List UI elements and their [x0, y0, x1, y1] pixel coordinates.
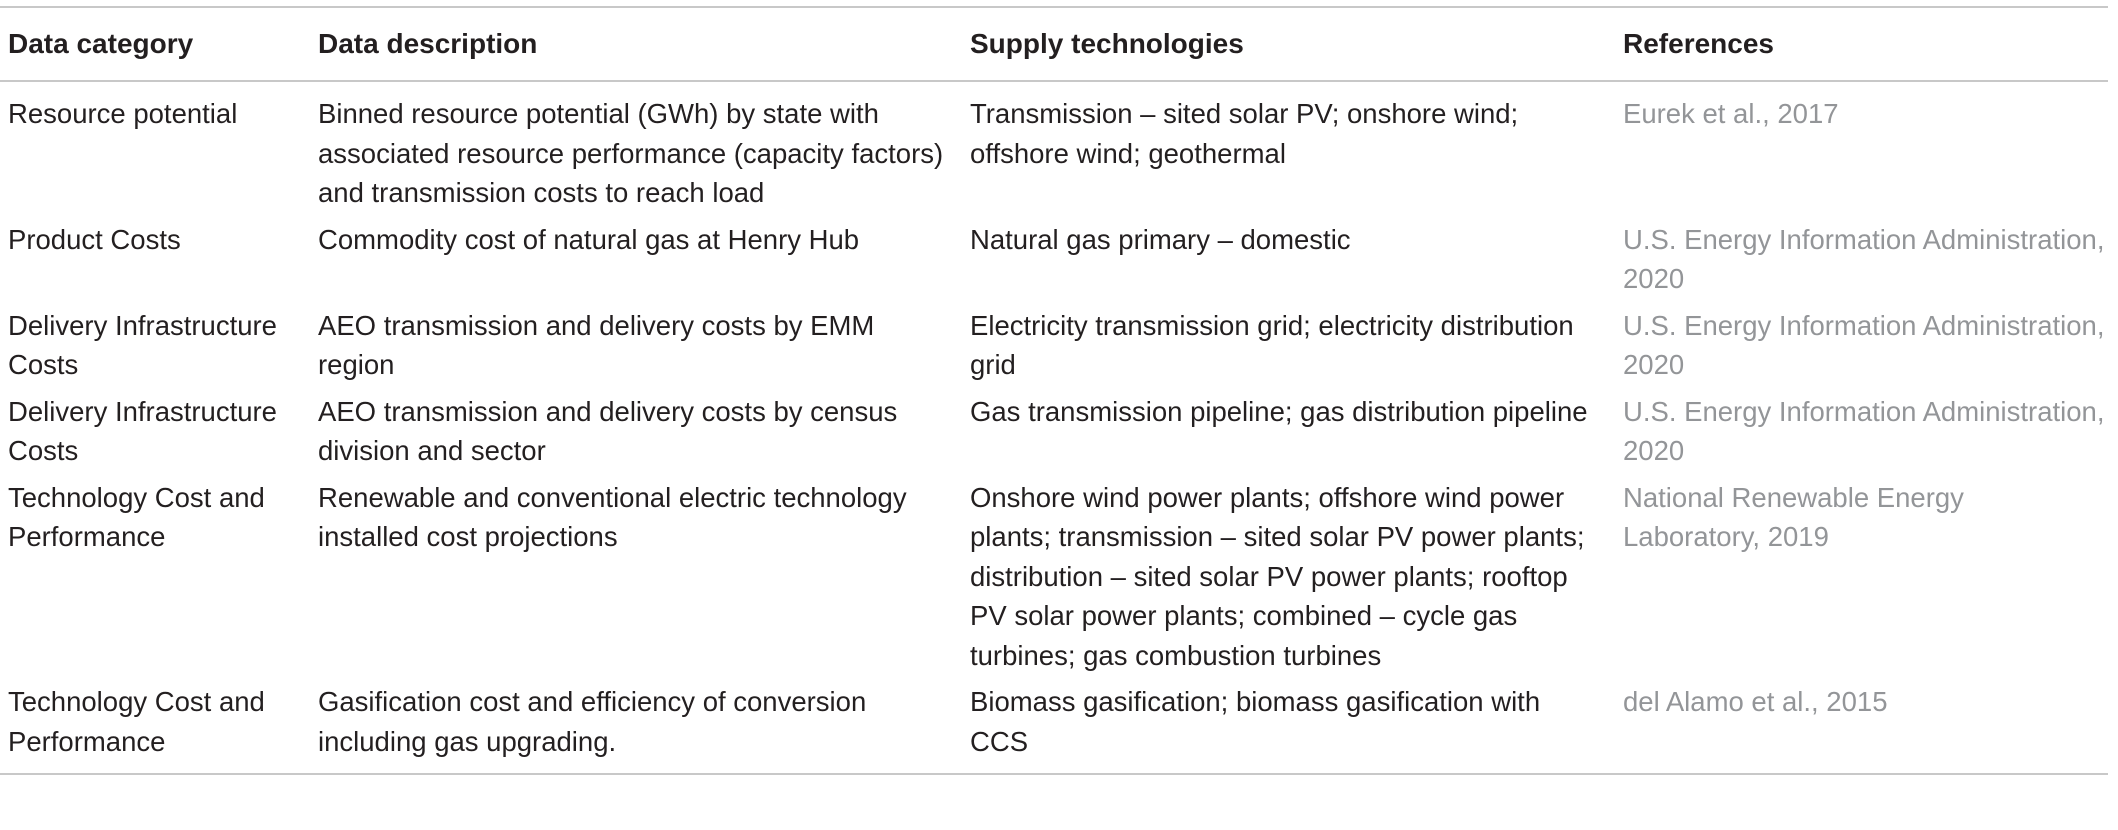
header-row: Data category Data description Supply te… [0, 7, 2108, 81]
cell-reference-link[interactable]: Eurek et al., 2017 [1623, 98, 1839, 129]
cell-technologies: Transmission – sited solar PV; onshore w… [970, 98, 1519, 169]
cell-technologies: Biomass gasification; biomass gasificati… [970, 686, 1541, 757]
cell-category: Product Costs [8, 223, 181, 255]
data-sources-table: Data category Data description Supply te… [0, 6, 2108, 775]
cell-technologies: Gas transmission pipeline; gas distribut… [970, 395, 1588, 427]
cell-reference-link[interactable]: National Renewable Energy Laboratory, 20… [1623, 481, 1964, 553]
header-references: References [1623, 28, 1774, 59]
header-data-category: Data category [8, 28, 194, 59]
header-data-description: Data description [318, 28, 538, 59]
cell-category: Technology Cost and Performance [8, 481, 265, 553]
cell-reference-link[interactable]: U.S. Energy Information Administration, … [1623, 223, 2105, 295]
cell-description: Gasification cost and efficiency of conv… [318, 686, 867, 757]
cell-description: Binned resource potential (GWh) by state… [318, 98, 944, 208]
table-row: Product Costs Commodity cost of natural … [0, 220, 2108, 306]
cell-technologies: Electricity transmission grid; electrici… [970, 309, 1574, 381]
table-body: Resource potential Binned resource poten… [0, 81, 2108, 774]
table-row: Delivery Infrastructure Costs AEO transm… [0, 392, 2108, 478]
table-header: Data category Data description Supply te… [0, 7, 2108, 81]
table-row: Technology Cost and Performance Renewabl… [0, 478, 2108, 683]
cell-description: Renewable and conventional electric tech… [318, 481, 907, 553]
cell-technologies: Natural gas primary – domestic [970, 223, 1351, 255]
cell-reference-link[interactable]: del Alamo et al., 2015 [1623, 686, 1888, 717]
table-row: Technology Cost and Performance Gasifica… [0, 682, 2108, 774]
cell-reference-link[interactable]: U.S. Energy Information Administration, … [1623, 395, 2105, 467]
cell-description: Commodity cost of natural gas at Henry H… [318, 223, 860, 255]
data-table-container: Data category Data description Supply te… [0, 6, 2118, 830]
table-row: Delivery Infrastructure Costs AEO transm… [0, 306, 2108, 392]
cell-category: Resource potential [8, 98, 238, 129]
table-row: Resource potential Binned resource poten… [0, 81, 2108, 220]
cell-category: Delivery Infrastructure Costs [8, 395, 277, 467]
cell-category: Delivery Infrastructure Costs [8, 309, 277, 381]
header-supply-technologies: Supply technologies [970, 28, 1244, 59]
cell-description: AEO transmission and delivery costs by E… [318, 309, 875, 381]
cell-category: Technology Cost and Performance [8, 686, 265, 757]
cell-description: AEO transmission and delivery costs by c… [318, 395, 898, 467]
cell-technologies: Onshore wind power plants; offshore wind… [970, 481, 1585, 671]
cell-reference-link[interactable]: U.S. Energy Information Administration, … [1623, 309, 2105, 381]
